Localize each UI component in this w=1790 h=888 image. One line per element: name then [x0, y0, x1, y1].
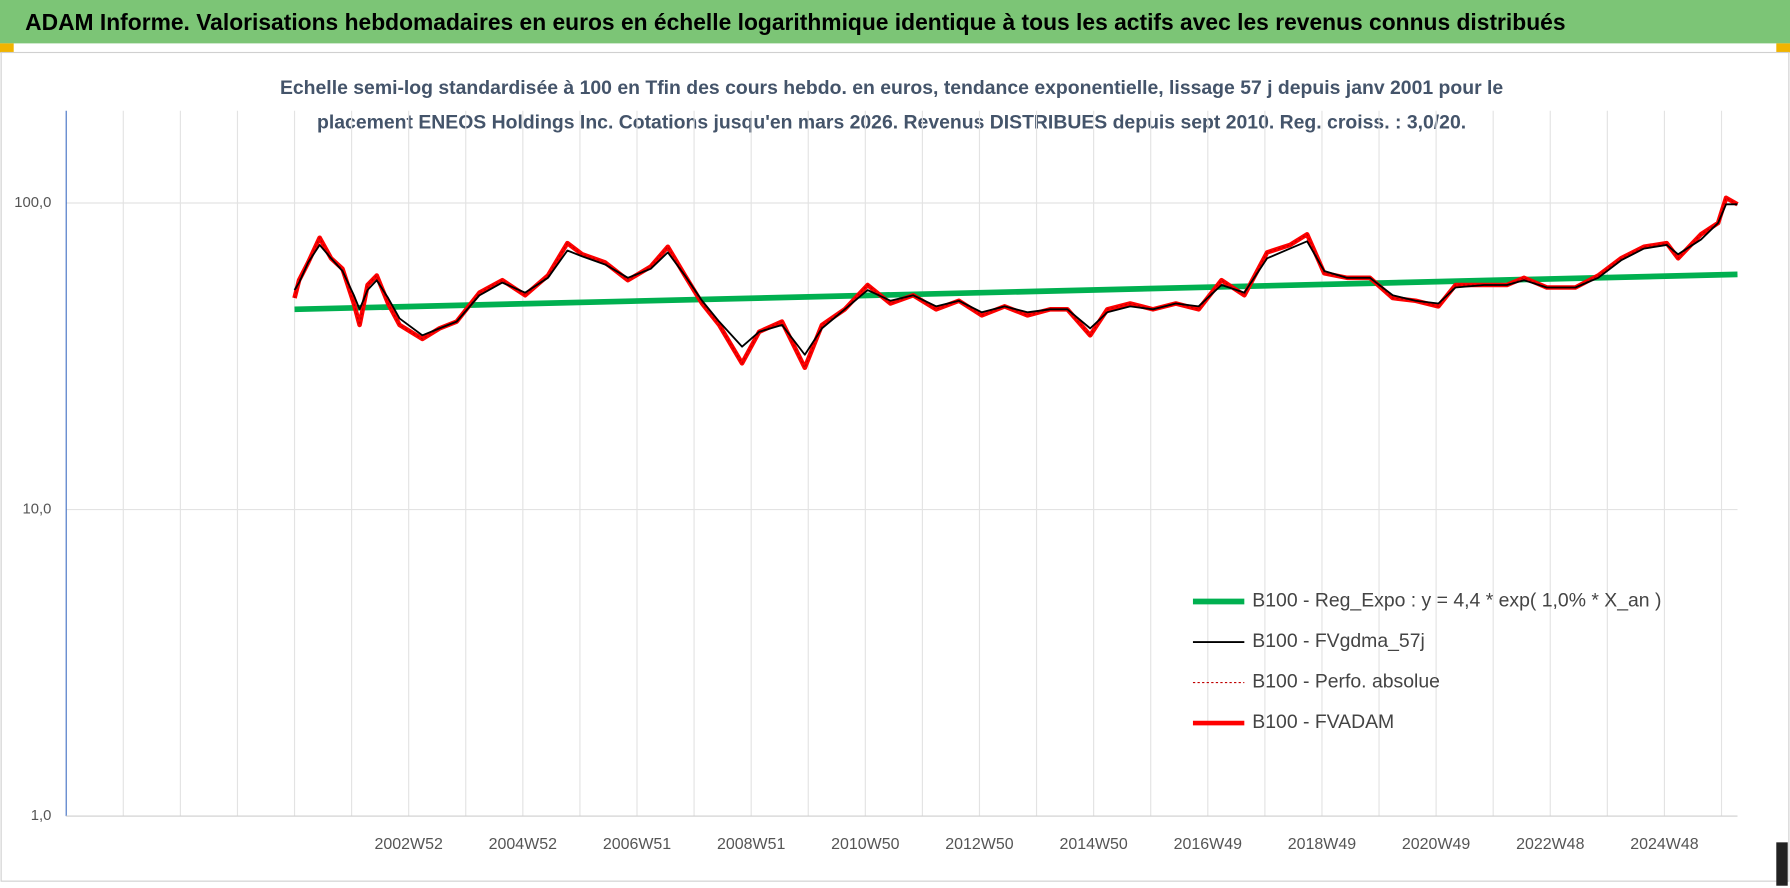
legend-label: B100 - FVgdma_57j	[1252, 630, 1424, 652]
corner-mark	[1776, 43, 1790, 53]
x-tick-label: 2020W49	[1402, 836, 1470, 853]
series-line	[293, 203, 1738, 356]
legend-label: B100 - FVADAM	[1252, 711, 1394, 733]
legend-label: B100 - Perfo. absolue	[1252, 671, 1440, 693]
legend-label: B100 - Reg_Expo : y = 4,4 * exp( 1,0% * …	[1252, 590, 1661, 612]
y-tick-label: 1,0	[31, 808, 52, 824]
header-bar	[0, 0, 1790, 44]
x-tick-label: 2004W52	[489, 836, 557, 853]
x-tick-label: 2024W48	[1630, 836, 1698, 853]
corner-mark	[1776, 842, 1788, 886]
x-tick-label: 2012W50	[945, 836, 1013, 853]
series-line	[294, 271, 1738, 313]
y-tick-label: 100,0	[14, 195, 51, 211]
x-tick-label: 2016W49	[1174, 836, 1242, 853]
x-tick-label: 2010W50	[831, 836, 899, 853]
x-tick-label: 2018W49	[1288, 836, 1356, 853]
frame	[0, 51, 1790, 882]
x-tick-label: 2006W51	[603, 836, 671, 853]
x-tick-label: 2008W51	[717, 836, 785, 853]
y-tick-label: 10,0	[22, 501, 51, 517]
corner-mark	[0, 43, 14, 53]
header-title: ADAM Informe. Valorisations hebdomadaire…	[25, 9, 1565, 35]
chart-title: Echelle semi-log standardisée à 100 en T…	[280, 77, 1503, 99]
x-tick-label: 2002W52	[375, 836, 443, 853]
x-tick-label: 2022W48	[1516, 836, 1584, 853]
chart-title: placement ENEOS Holdings Inc. Cotations …	[317, 111, 1466, 133]
x-tick-label: 2014W50	[1059, 836, 1127, 853]
